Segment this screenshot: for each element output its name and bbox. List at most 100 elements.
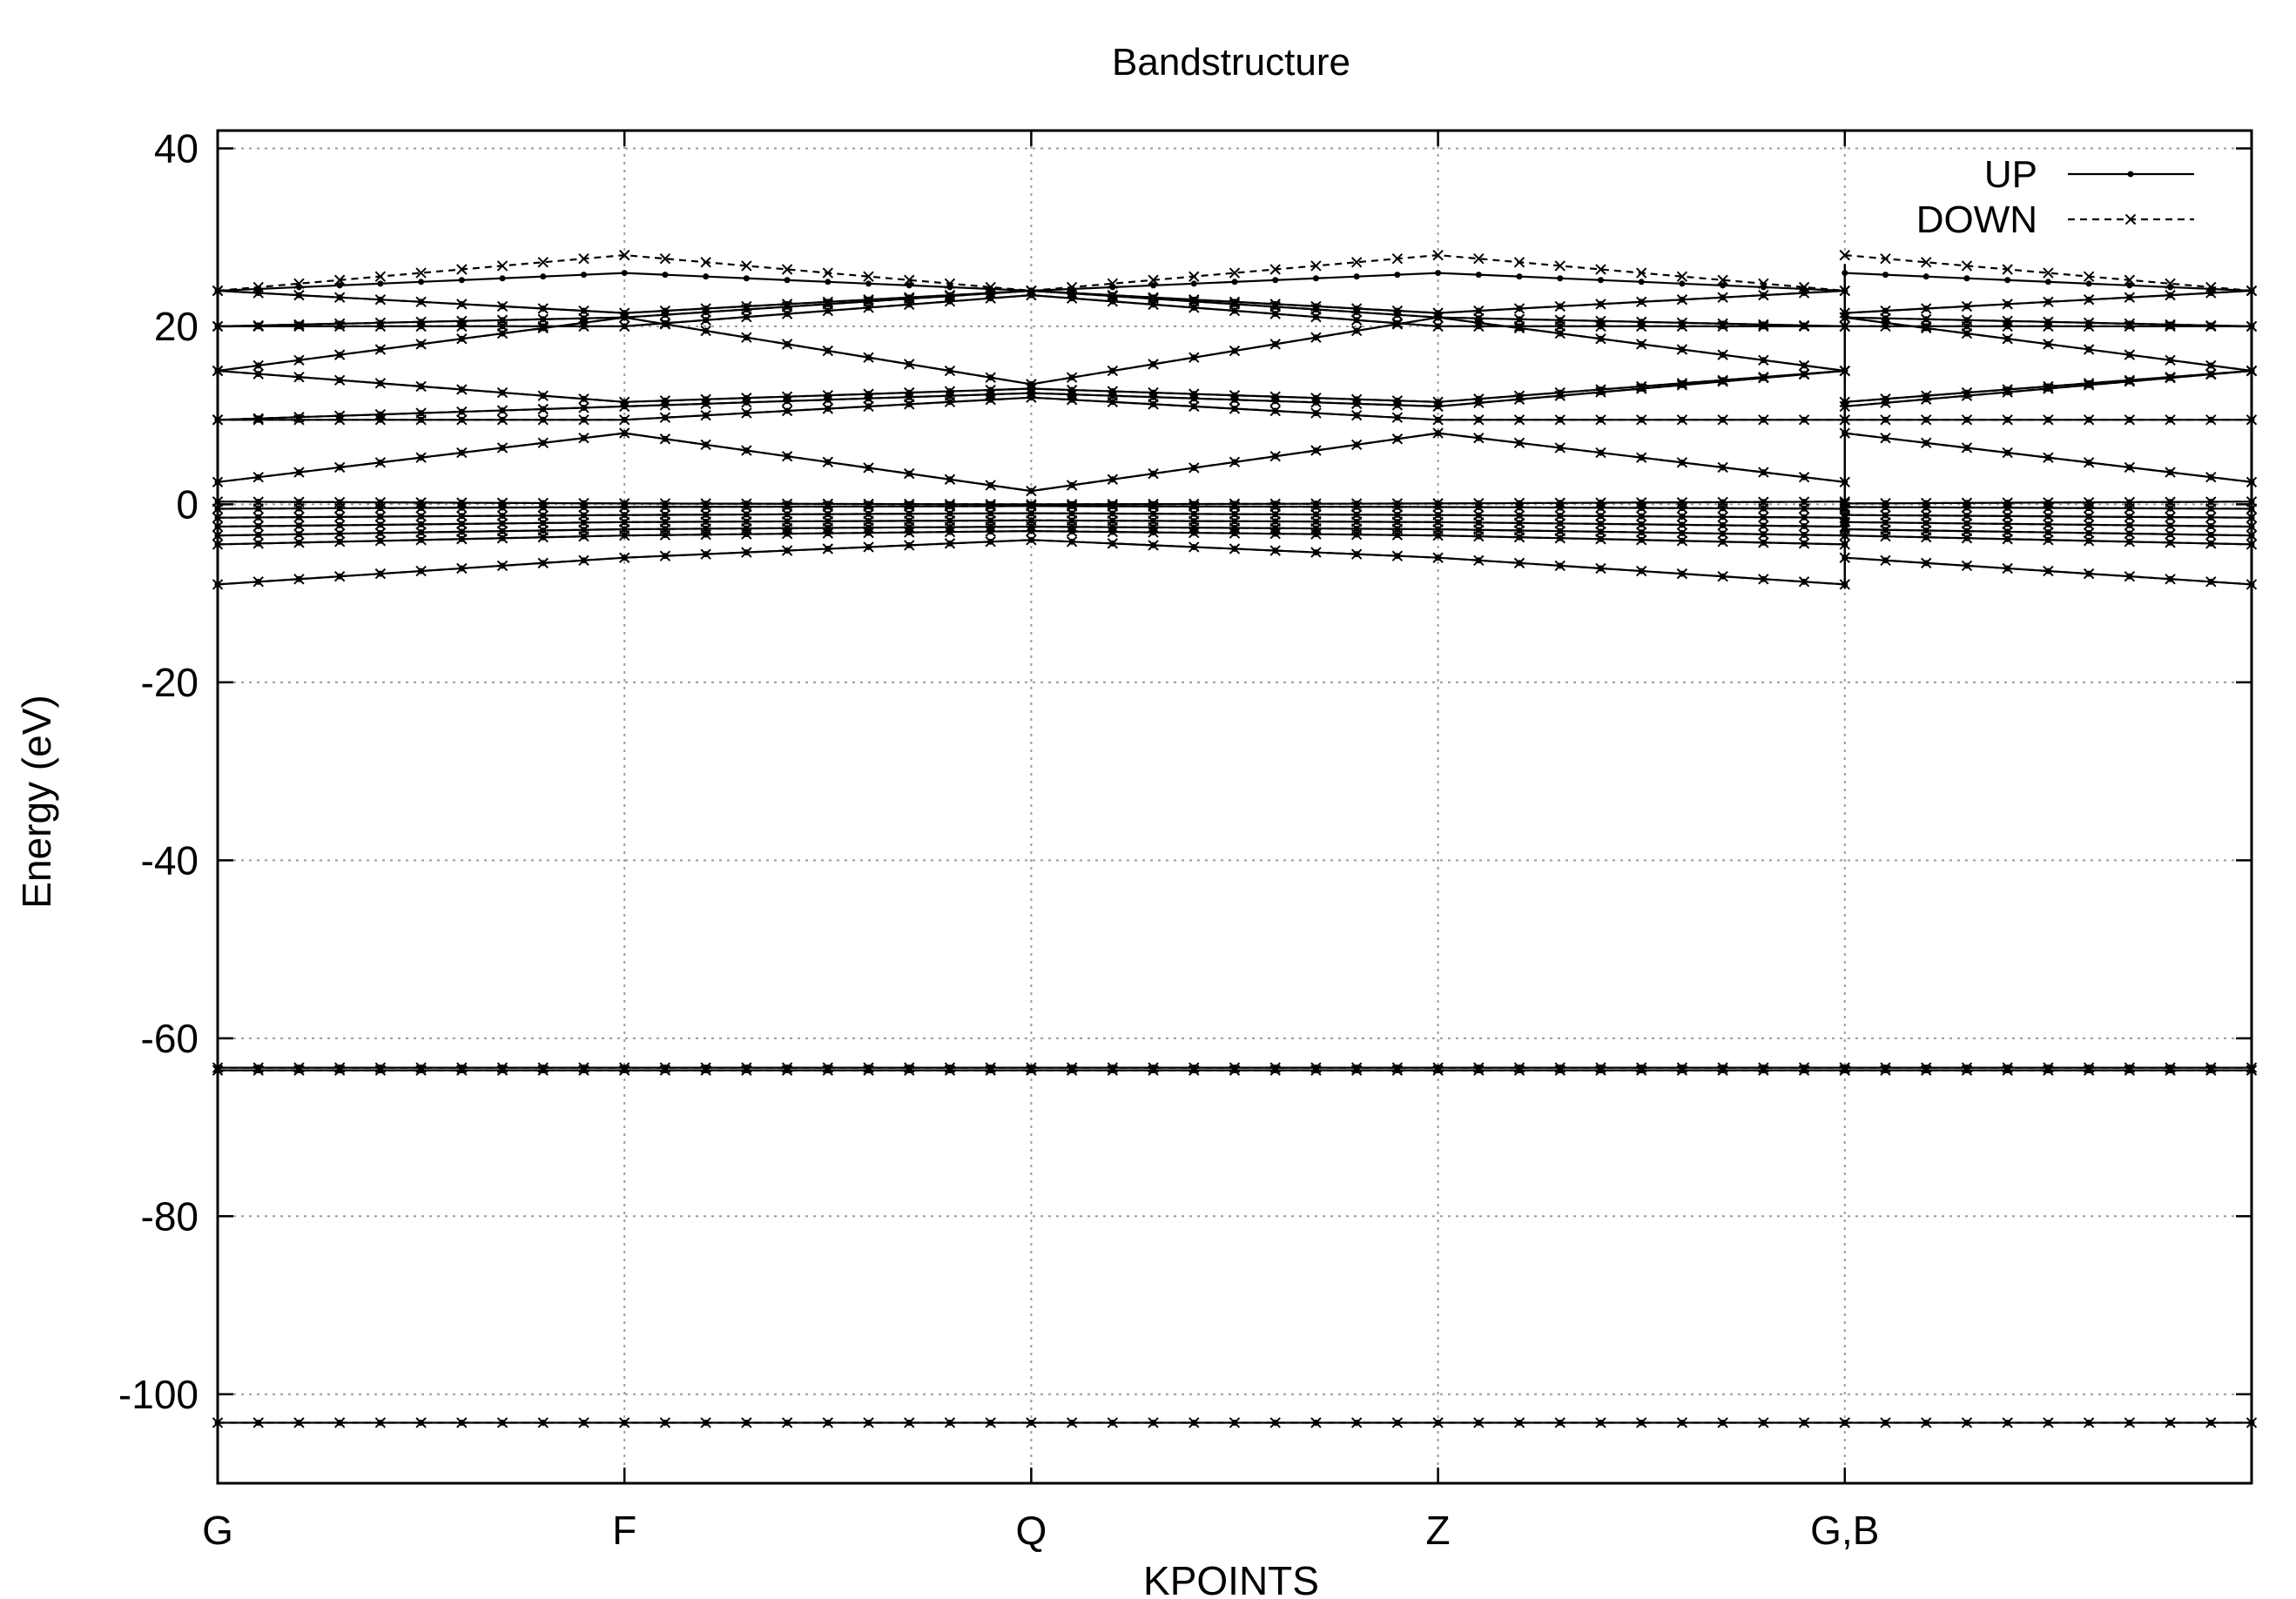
down-point: [1513, 497, 1525, 509]
down-point: [700, 548, 711, 560]
down-point: [1473, 393, 1485, 405]
up-point: [2126, 282, 2133, 289]
down-point: [578, 554, 589, 567]
down-point: [2083, 271, 2095, 282]
down-point: [904, 527, 915, 538]
down-point: [537, 414, 549, 426]
down-point: [252, 368, 264, 380]
down-point: [415, 565, 427, 577]
down-point: [1717, 520, 1728, 531]
down-point: [1391, 498, 1404, 509]
down-point: [1961, 442, 1973, 453]
down-point: [1595, 1417, 1606, 1428]
down-point: [537, 437, 549, 449]
down-point: [2002, 264, 2013, 275]
down-point: [252, 319, 264, 332]
down-point: [374, 317, 387, 329]
legend-label-down: DOWN: [1916, 198, 2037, 241]
down-point: [2205, 319, 2217, 332]
down-point: [700, 314, 711, 326]
down-point: [985, 526, 996, 537]
down-point: [1148, 540, 1159, 551]
down-point: [1026, 387, 1037, 399]
band-line: [218, 293, 1845, 327]
down-point: [496, 497, 508, 508]
down-point: [1717, 274, 1728, 286]
down-point: [1595, 518, 1606, 530]
down-point: [1676, 344, 1688, 355]
down-point: [822, 543, 834, 554]
down-point: [293, 319, 305, 331]
down-point: [1676, 271, 1688, 282]
down-point: [944, 390, 956, 401]
down-point: [1269, 545, 1281, 556]
down-point: [1513, 257, 1525, 268]
down-point: [1026, 392, 1037, 403]
down-point: [904, 540, 915, 551]
down-point: [1635, 1065, 1647, 1076]
down-point: [659, 433, 671, 445]
down-point: [252, 1417, 264, 1428]
down-point: [618, 552, 630, 563]
down-point: [2124, 1417, 2136, 1428]
down-point: [1148, 359, 1159, 370]
down-point: [944, 365, 956, 377]
down-point: [781, 1065, 793, 1076]
down-point: [537, 501, 549, 514]
down-point: [618, 396, 630, 408]
down-point: [1513, 313, 1525, 325]
up-point: [336, 282, 343, 289]
down-point: [1026, 534, 1037, 546]
down-point: [1758, 496, 1769, 507]
down-point: [659, 550, 671, 561]
down-point: [456, 315, 468, 326]
down-point: [2043, 565, 2054, 577]
down-point: [1595, 562, 1606, 574]
down-point: [2083, 527, 2095, 539]
down-point: [1635, 527, 1647, 538]
down-point: [1635, 316, 1647, 328]
down-point: [1554, 501, 1565, 514]
up-point: [825, 279, 832, 286]
up-point: [2004, 277, 2011, 284]
down-point: [1229, 1417, 1241, 1428]
down-point: [1554, 260, 1565, 272]
down-point: [1961, 1417, 1973, 1428]
down-point: [252, 1065, 264, 1076]
down-point: [1961, 314, 1973, 326]
down-point: [1758, 371, 1769, 383]
down-point: [781, 1417, 793, 1428]
band-line: [217, 539, 1845, 586]
down-point: [1798, 368, 1810, 380]
down-point: [781, 264, 793, 275]
down-point: [1880, 414, 1891, 426]
down-point: [1595, 502, 1606, 514]
down-point: [2205, 512, 2217, 523]
down-point: [700, 409, 711, 421]
down-point: [1066, 388, 1078, 400]
x-tick-label: Z: [1426, 1508, 1451, 1553]
band-line: [217, 519, 1845, 528]
down-point: [1391, 412, 1404, 423]
down-point: [456, 510, 468, 522]
down-point: [2002, 510, 2013, 522]
down-point: [1432, 1417, 1444, 1428]
band-line: [1844, 534, 2252, 546]
down-point: [2083, 294, 2095, 306]
down-point: [1921, 557, 1932, 569]
down-point: [537, 303, 549, 314]
down-point: [537, 257, 549, 268]
down-point: [374, 568, 387, 580]
down-point: [415, 407, 427, 419]
down-point: [456, 406, 468, 418]
down-point: [1432, 400, 1444, 413]
down-point: [904, 467, 915, 480]
down-point: [1554, 442, 1565, 453]
up-point: [703, 273, 710, 280]
down-point: [1676, 380, 1688, 391]
down-point: [456, 562, 468, 574]
down-point: [1350, 1065, 1363, 1076]
up-point: [499, 275, 506, 282]
down-point: [1432, 307, 1444, 319]
down-point: [1066, 526, 1078, 537]
